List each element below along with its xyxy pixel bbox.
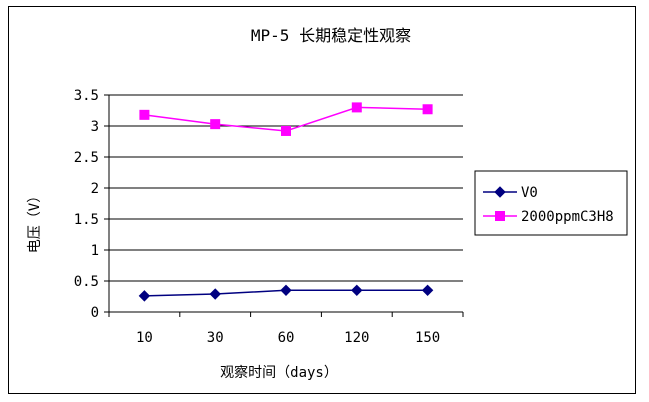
data-point-V0 [138,290,151,302]
y-tick-label: 1 [91,243,99,259]
y-tick-label: 2 [91,181,99,197]
data-point-2000ppmC3H8 [281,125,291,136]
data-point-V0 [421,284,434,297]
y-tick-label: 0.5 [74,274,99,290]
x-tick-label: 120 [344,330,369,346]
chart-svg: MP-5 长期稳定性观察 0 0.5 1 1.5 2 2.5 3 3.5 10 30 60 120 15… [27,26,628,381]
x-axis-title: 观察时间（days） [220,364,338,381]
legend-box [474,170,628,236]
legend-marker-V0 [494,186,506,198]
chart-title: MP-5 长期稳定性观察 [251,26,411,45]
legend-marker-2000ppmC3H8 [495,211,505,221]
legend-label-2000ppmC3H8: 2000ppmC3H8 [521,209,614,225]
data-point-V0 [351,284,363,297]
data-point-V0 [209,288,221,300]
plot-area: 0 0.5 1 1.5 2 2.5 3 3.5 10 30 60 120 150 [74,88,464,346]
legend-label-V0: V0 [521,185,538,201]
y-tick-label: 0 [91,305,99,321]
y-tick-label: 2.5 [74,150,99,166]
x-tick-label: 60 [278,330,295,346]
data-point-2000ppmC3H8 [210,119,221,130]
y-tick-label: 1.5 [74,212,99,228]
y-tick-label: 3 [91,119,99,135]
chart-frame: MP-5 长期稳定性观察 0 0.5 1 1.5 2 2.5 3 3.5 10 30 60 120 15… [8,6,636,394]
x-tick-label: 30 [207,330,224,346]
data-point-V0 [280,284,292,297]
y-axis-title: 电压（V） [27,189,43,253]
x-tick-label: 150 [415,330,440,346]
data-point-2000ppmC3H8 [422,104,433,115]
legend: V0 2000ppmC3H8 [474,170,628,236]
x-tick-label: 10 [136,330,153,346]
data-point-2000ppmC3H8 [139,109,150,120]
y-tick-label: 3.5 [74,88,99,104]
data-point-2000ppmC3H8 [351,102,362,113]
